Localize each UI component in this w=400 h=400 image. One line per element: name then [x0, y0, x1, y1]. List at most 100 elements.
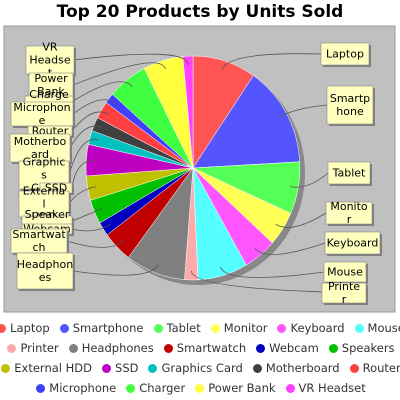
slice-label-box	[28, 72, 74, 98]
legend-item-headphones: Headphones	[68, 341, 154, 355]
legend-item-smartphone: Smartphone	[59, 321, 144, 335]
legend-label: SSD	[115, 361, 139, 375]
legend-label: Webcam	[269, 341, 319, 355]
slice-label-power-bank: Power Bank	[28, 72, 75, 99]
legend-swatch	[210, 323, 220, 333]
legend-item-power-bank: Power Bank	[195, 381, 276, 395]
slice-label-box	[16, 252, 74, 290]
slice-label-box	[10, 101, 74, 127]
legend-label: Smartphone	[72, 321, 144, 335]
slice-label-text: Microphon e	[13, 101, 70, 127]
slice-label-keyboard: Keyboard	[324, 231, 382, 256]
legend-item-printer: Printer	[7, 341, 59, 355]
legend-item-motherboard: Motherboard	[252, 361, 340, 375]
legend-swatch	[68, 343, 78, 353]
legend-swatch	[153, 323, 163, 333]
legend-swatch	[126, 383, 136, 393]
legend-swatch	[0, 323, 7, 333]
slice-label-text: Smartwat ch	[12, 228, 66, 254]
legend-swatch	[252, 363, 262, 373]
legend-item-router: Router	[349, 361, 400, 375]
legend-label: Keyboard	[290, 321, 345, 335]
legend-swatch	[277, 323, 287, 333]
legend-item-keyboard: Keyboard	[277, 321, 345, 335]
label-connector-mouse	[220, 266, 325, 278]
slice-label-text: Smartp hone	[330, 92, 370, 118]
slice-label-printer: Printe r	[321, 280, 368, 306]
legend-swatch	[349, 363, 359, 373]
legend-row: Printer Headphones Smartwatch Webcam Speaker…	[4, 338, 398, 358]
legend-swatch	[148, 363, 158, 373]
label-connector-laptop	[221, 53, 322, 70]
label-connector-smartphone	[278, 104, 328, 118]
legend-item-monitor: Monitor	[210, 321, 268, 335]
slice-label-text: Keyboard	[327, 237, 379, 250]
legend-label: Mouse	[367, 321, 400, 335]
label-connector-tablet	[289, 172, 329, 188]
legend-item-ssd: SSD	[102, 361, 138, 375]
legend-item-webcam: Webcam	[256, 341, 319, 355]
slice-label-box	[320, 42, 370, 66]
legend-label: Graphics Card	[161, 361, 243, 375]
legend-item-external-hdd: External HDD	[1, 361, 92, 375]
legend-item-laptop: Laptop	[0, 321, 50, 335]
legend-label: Speakers	[341, 341, 395, 355]
slice-label-text: Laptop	[326, 48, 364, 61]
legend-label: Tablet	[166, 321, 201, 335]
label-connector-ssd	[71, 160, 95, 189]
legend-label: Headphones	[81, 341, 154, 355]
label-connector-keyboard	[254, 242, 326, 255]
slice-label-box	[327, 161, 371, 185]
label-connector-smartwatch	[66, 240, 124, 248]
slice-label-box	[321, 282, 367, 304]
legend-item-microphone: Microphone	[36, 381, 116, 395]
label-connector-router	[71, 111, 110, 132]
legend-label: Printer	[20, 341, 59, 355]
label-connector-vr-headset	[73, 53, 189, 66]
slice-label-text: Headphon es	[17, 258, 73, 284]
legend-swatch	[102, 363, 112, 373]
legend-item-speakers: Speakers	[328, 341, 395, 355]
slice-label-text: Monito r	[330, 200, 368, 226]
chart-title: Top 20 Products by Units Sold	[56, 2, 344, 22]
slice-label-tablet: Tablet	[327, 161, 372, 186]
legend-label: Laptop	[10, 321, 50, 335]
label-connector-headphones	[72, 264, 159, 276]
legend-swatch	[328, 343, 338, 353]
legend-swatch	[1, 363, 11, 373]
legend-swatch	[285, 383, 295, 393]
legend-swatch	[7, 343, 17, 353]
legend-swatch	[36, 383, 46, 393]
slice-label-box	[10, 228, 68, 254]
slice-label-box	[25, 45, 75, 75]
legend-label: VR Headset	[298, 381, 366, 395]
slice-label-box	[325, 201, 373, 225]
label-connector-microphone	[72, 99, 117, 115]
chart-legend: Laptop Smartphone Tablet Monitor Keyboard Mou…	[0, 318, 400, 398]
legend-item-tablet: Tablet	[153, 321, 201, 335]
label-connector-motherboard	[69, 125, 103, 149]
slice-label-box	[9, 133, 71, 163]
slice-label-text: Tablet	[332, 167, 366, 180]
legend-label: Router	[362, 361, 400, 375]
legend-item-vr-headset: VR Headset	[285, 381, 366, 395]
slice-label-smartwatch: Smartwat ch	[10, 228, 69, 255]
pie-slice-smartphone	[192, 75, 301, 169]
legend-swatch	[195, 383, 205, 393]
slice-label-motherboard: Motherbo ard	[9, 133, 72, 164]
legend-label: Microphone	[49, 381, 117, 395]
label-connector-webcam	[71, 223, 111, 232]
slice-label-text: Printe r	[328, 280, 360, 306]
legend-row: External HDD SSD Graphics Card Motherboard R…	[1, 358, 400, 378]
legend-swatch	[59, 323, 69, 333]
label-connector-speakers	[71, 208, 103, 222]
label-connector-power-bank	[72, 62, 166, 86]
legend-label: Monitor	[223, 321, 268, 335]
slice-label-laptop: Laptop	[320, 42, 371, 67]
slice-label-headphones: Headphon es	[16, 252, 75, 291]
label-connector-charger	[72, 81, 133, 102]
slice-label-mouse: Mouse	[323, 261, 368, 284]
legend-label: Smartwatch	[176, 341, 247, 355]
